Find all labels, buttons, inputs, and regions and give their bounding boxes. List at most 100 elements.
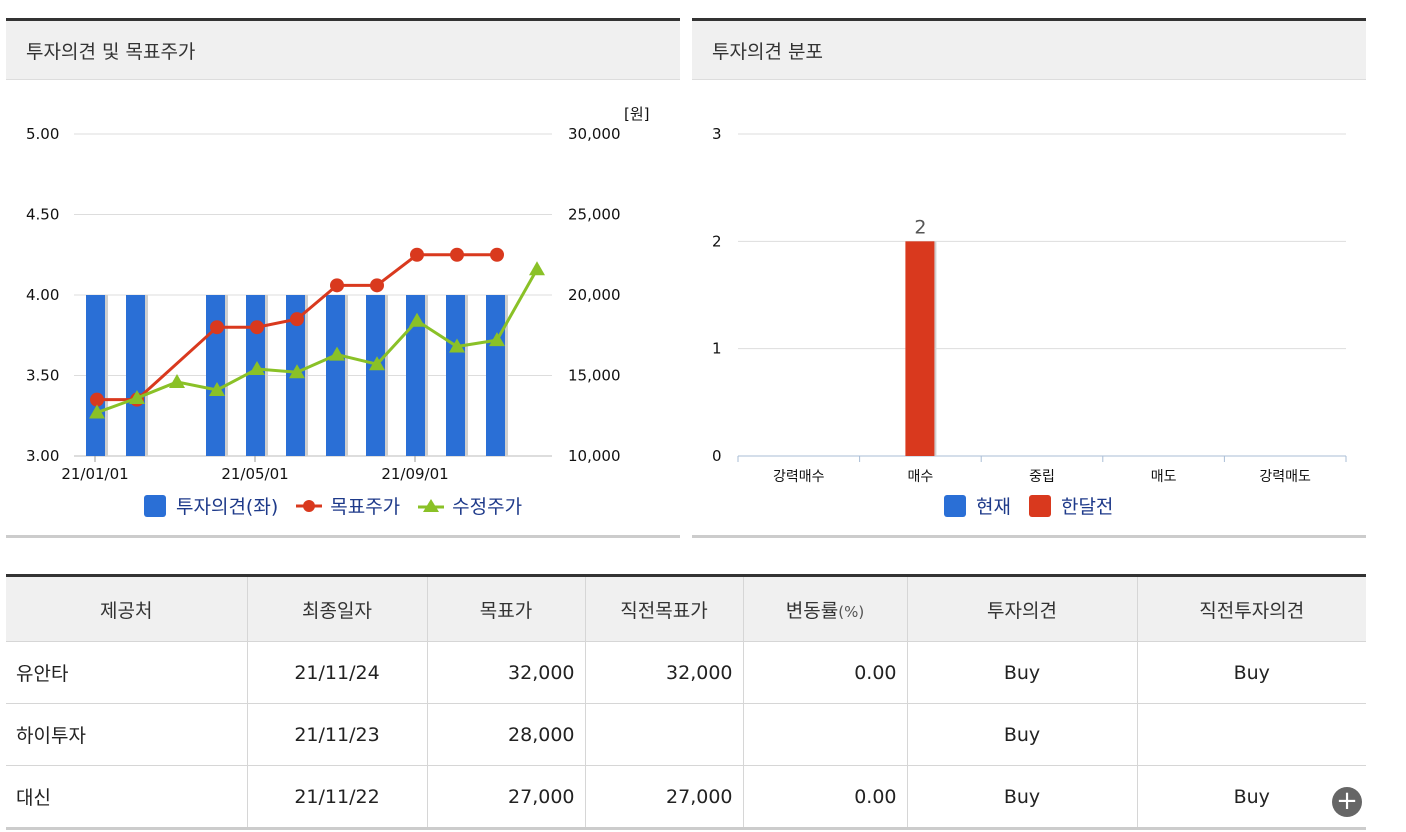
- bar-shadow: [104, 295, 108, 456]
- y-left-tick: 4.50: [26, 206, 59, 224]
- y-tick: 0: [712, 447, 722, 465]
- legend-swatch: [944, 494, 966, 517]
- table-header-row: 제공처 최종일자 목표가 직전목표가 변동률(%) 투자의견 직전투자의견: [6, 575, 1366, 642]
- plus-circle-icon[interactable]: +: [1332, 787, 1362, 817]
- legend-item[interactable]: 수정주가: [418, 492, 522, 519]
- chart-legend: 투자의견(좌) 목표주가 수정주가: [144, 492, 540, 519]
- x-tick: 21/01/01: [61, 465, 128, 483]
- col-opinion[interactable]: 투자의견: [906, 575, 1138, 642]
- cell-provider: 유안타: [6, 641, 248, 704]
- consensus-table: 제공처 최종일자 목표가 직전목표가 변동률(%) 투자의견 직전투자의견 유안…: [6, 574, 1366, 830]
- adjusted-price-point: [329, 346, 345, 361]
- cell-change: [742, 703, 908, 766]
- y-left-tick: 3.50: [26, 367, 59, 385]
- adjusted-price-point: [209, 381, 225, 396]
- table-row: 대신 21/11/22 27,000 27,000 0.00 Buy Buy +: [6, 765, 1366, 830]
- legend-swatch: [144, 494, 166, 517]
- x-tick: 매도: [1151, 469, 1177, 485]
- legend-label: 한달전: [1060, 496, 1114, 518]
- col-provider[interactable]: 제공처: [6, 575, 248, 642]
- legend-label: 목표주가: [330, 496, 401, 518]
- x-tick: 강력매수: [773, 469, 825, 485]
- y-right-tick: 10,000: [568, 447, 621, 465]
- y-left-tick: 5.00: [26, 125, 59, 143]
- bar-shadow: [144, 295, 148, 456]
- bar-shadow: [424, 295, 428, 456]
- adjusted-price-point: [169, 373, 185, 388]
- cell-prev-opinion: Buy +: [1136, 765, 1366, 830]
- legend-triangle-marker: [418, 498, 445, 512]
- opinion-target-panel: 투자의견 및 목표주가 5.00 4.50 4.00 3.50 3.00 30,000 25…: [6, 18, 680, 538]
- target-price-point: [330, 278, 344, 293]
- bar: [486, 295, 505, 456]
- y-tick: 1: [712, 340, 722, 358]
- col-prev-opinion[interactable]: 직전투자의견: [1136, 575, 1366, 642]
- table-row: 하이투자 21/11/23 28,000 Buy: [6, 703, 1366, 766]
- y-left-tick: 3.00: [26, 447, 59, 465]
- cell-prev-target: [584, 703, 744, 766]
- cell-date: 21/11/22: [246, 765, 428, 830]
- x-tick: 21/09/01: [381, 465, 448, 483]
- target-price-point: [490, 247, 504, 262]
- cell-change: 0.00: [742, 765, 908, 830]
- legend-circle-marker: [296, 499, 323, 512]
- chart-legend: 현재 한달전: [944, 492, 1131, 519]
- cell-prev-opinion: [1136, 703, 1366, 766]
- bar: [446, 295, 465, 456]
- bar: [905, 241, 935, 456]
- target-price-point: [90, 392, 104, 407]
- cell-opinion: Buy: [906, 641, 1138, 704]
- cell-change: 0.00: [742, 641, 908, 704]
- bar: [206, 295, 225, 456]
- bar: [246, 295, 265, 456]
- cell-prev-target: 27,000: [584, 765, 744, 830]
- target-price-point: [450, 247, 464, 262]
- target-price-point: [250, 320, 264, 335]
- adjusted-price-point: [249, 361, 265, 376]
- col-prev-target[interactable]: 직전목표가: [584, 575, 744, 642]
- legend-item[interactable]: 현재: [944, 492, 1011, 519]
- cell-provider: 대신: [6, 765, 248, 830]
- y-tick: 2: [712, 232, 722, 250]
- panel-title: 투자의견 및 목표주가: [6, 18, 680, 80]
- bar: [406, 295, 425, 456]
- adjusted-price-point: [489, 332, 505, 347]
- bar-shadow: [464, 295, 468, 456]
- legend-item[interactable]: 한달전: [1028, 492, 1114, 519]
- col-target[interactable]: 목표가: [426, 575, 586, 642]
- bar: [326, 295, 345, 456]
- legend-item[interactable]: 투자의견(좌): [144, 492, 278, 519]
- cell-prev-opinion: Buy: [1136, 641, 1366, 704]
- legend-label: 투자의견(좌): [176, 496, 279, 518]
- col-date[interactable]: 최종일자: [246, 575, 428, 642]
- x-tick: 중립: [1029, 469, 1055, 485]
- cell-opinion: Buy: [906, 703, 1138, 766]
- cell-date: 21/11/23: [246, 703, 428, 766]
- x-tick: 매수: [908, 469, 934, 485]
- series-line: [96, 268, 539, 414]
- panel-title: 투자의견 분포: [692, 18, 1366, 80]
- legend-label: 현재: [976, 496, 1011, 518]
- adjusted-price-point: [529, 261, 545, 276]
- y-right-tick: 25,000: [568, 206, 621, 224]
- legend-label: 수정주가: [452, 496, 523, 518]
- y-left-tick: 4.00: [26, 286, 59, 304]
- target-price-point: [290, 312, 304, 327]
- adjusted-price-point: [289, 364, 305, 379]
- table-row: 유안타 21/11/24 32,000 32,000 0.00 Buy Buy: [6, 641, 1366, 704]
- bar-shadow: [264, 295, 268, 456]
- y-right-tick: 15,000: [568, 367, 621, 385]
- legend-item[interactable]: 목표주가: [296, 492, 400, 519]
- data-label: 2: [914, 216, 926, 238]
- adjusted-price-point: [129, 390, 145, 405]
- bar-shadow: [304, 295, 308, 456]
- col-change[interactable]: 변동률(%): [742, 575, 908, 642]
- y-right-tick: 20,000: [568, 286, 621, 304]
- cell-provider: 하이투자: [6, 703, 248, 766]
- adjusted-price-point: [449, 338, 465, 353]
- x-tick: 강력매도: [1259, 469, 1311, 485]
- cell-prev-target: 32,000: [584, 641, 744, 704]
- opinion-target-chart: 5.00 4.50 4.00 3.50 3.00 30,000 25,000 20,000 15…: [26, 105, 650, 483]
- cell-target: 28,000: [426, 703, 586, 766]
- bar-shadow: [344, 295, 348, 456]
